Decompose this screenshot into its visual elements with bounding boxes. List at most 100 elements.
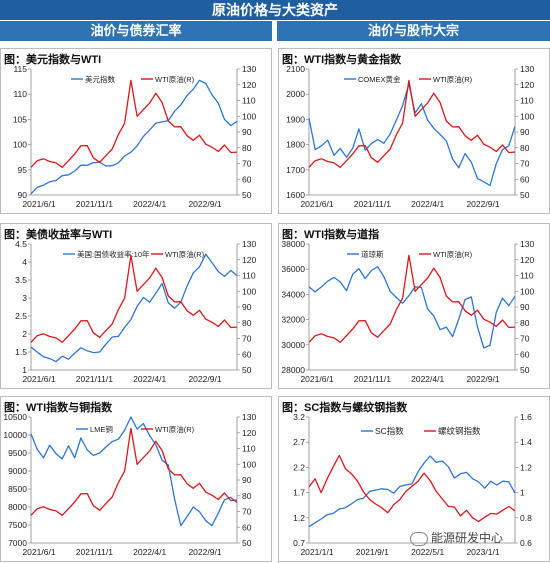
right-tick-label: 120: [242, 80, 256, 90]
x-tick-label: 2022/9/1: [466, 374, 499, 384]
left-tick-label: 32000: [281, 315, 305, 325]
series-line-primary: [308, 266, 516, 349]
left-tick-label: 115: [13, 64, 27, 74]
x-tick-label: 2021/11/1: [354, 374, 391, 384]
series-line-secondary: [30, 79, 238, 168]
watermark: 能源研发中心: [410, 529, 503, 546]
x-tick-label: 2021/11/1: [76, 547, 113, 557]
right-tick-label: 50: [242, 190, 252, 200]
right-tick-label: 1.4: [520, 437, 532, 447]
x-tick-label: 2021/11/1: [354, 199, 391, 209]
right-tick-label: 90: [242, 475, 252, 485]
legend-label: LME铜: [90, 424, 113, 434]
left-tick-label: 105: [13, 114, 27, 124]
left-tick-label: 2.2: [293, 462, 305, 472]
chart-svg: 0.7 1.2 1.7 2.2 2.7 3.2 0.6 0.8 1 1.2 1.4 1.6 2021/1…: [293, 412, 532, 557]
right-tick-label: 70: [242, 507, 252, 517]
legend-label: 美国:国债收益率:10年: [77, 249, 150, 259]
left-tick-label: 3: [22, 293, 27, 303]
x-tick-label: 2021/6/1: [300, 199, 333, 209]
left-tick-label: 4.5: [15, 239, 27, 249]
chart-title: 图：SC指数与螺纹钢指数: [282, 402, 408, 414]
right-tick-label: 0.6: [520, 538, 532, 548]
left-tick-label: 3.5: [15, 275, 27, 285]
x-tick-label: 2023/1/1: [466, 547, 499, 557]
chart-svg: 90 95 100 105 110 115 50 60 70 80 90 100 110 120 130 20…: [13, 64, 257, 209]
left-tick-label: 9000: [8, 466, 27, 476]
right-tick-label: 110: [520, 96, 534, 106]
x-tick-label: 2021/6/1: [22, 199, 55, 209]
right-tick-label: 50: [242, 538, 252, 548]
right-tick-label: 80: [520, 143, 530, 153]
left-tick-label: 2: [22, 329, 27, 339]
x-tick-label: 2022/9/1: [188, 374, 221, 384]
chart-title: 图：美债收益率与WTI: [4, 229, 113, 241]
right-tick-label: 50: [242, 365, 252, 375]
left-tick-label: 8000: [8, 502, 27, 512]
left-tick-label: 1600: [286, 190, 305, 200]
right-tick-label: 70: [242, 159, 252, 169]
chart-title: 图：WTI指数与铜指数: [4, 402, 113, 414]
x-tick-label: 2022/4/1: [411, 199, 444, 209]
x-tick-label: 2022/4/1: [133, 547, 166, 557]
wechat-icon: [410, 531, 428, 546]
left-tick-label: 1.2: [293, 513, 305, 523]
right-tick-label: 70: [242, 334, 252, 344]
legend-label: 道琼斯: [361, 249, 384, 259]
chart-title: 图：WTI指数与黄金指数: [282, 54, 402, 66]
right-tick-label: 120: [520, 80, 534, 90]
x-tick-label: 2021/11/1: [76, 199, 113, 209]
left-tick-label: 0.7: [293, 538, 305, 548]
right-tick-label: 100: [520, 111, 534, 121]
right-tick-label: 60: [520, 349, 530, 359]
left-tick-label: 3.2: [293, 412, 305, 422]
watermark-text: 能源研发中心: [431, 531, 504, 545]
legend-label: WTI原油(R): [155, 424, 195, 434]
right-tick-label: 100: [242, 286, 256, 296]
x-tick-label: 2021/6/1: [300, 374, 333, 384]
chart-title: 图：美元指数与WTI: [4, 54, 102, 66]
series-line-secondary: [30, 427, 238, 516]
right-tick-label: 110: [520, 271, 534, 281]
right-tick-label: 80: [242, 318, 252, 328]
right-tick-label: 80: [242, 491, 252, 501]
right-tick-label: 100: [242, 111, 256, 121]
series-line-primary: [30, 416, 238, 527]
right-tick-label: 60: [520, 174, 530, 184]
right-tick-label: 120: [520, 255, 534, 265]
right-tick-label: 110: [242, 96, 256, 106]
left-tick-label: 90: [18, 190, 28, 200]
right-tick-label: 120: [242, 255, 256, 265]
right-tick-label: 0.8: [520, 513, 532, 523]
chart-panel-ust-wti: 图：美债收益率与WTI 1 1.5 2 2.5 3 3.5 4 4.5 50 60 70 80 90 10…: [0, 223, 272, 389]
legend-label: 螺纹钢指数: [438, 426, 481, 436]
right-tick-label: 70: [520, 334, 530, 344]
left-tick-label: 4: [22, 257, 27, 267]
chart-panel-sc-rebar: 图：SC指数与螺纹钢指数 0.7 1.2 1.7 2.2 2.7 3.2 0.6 0.8 1 1.…: [278, 396, 550, 562]
x-tick-label: 2021/6/1: [22, 547, 55, 557]
left-tick-label: 110: [13, 89, 27, 99]
right-tick-label: 60: [242, 349, 252, 359]
series-line-secondary: [30, 254, 238, 343]
left-tick-label: 7500: [8, 520, 27, 530]
x-tick-label: 2022/4/1: [133, 199, 166, 209]
chart-svg: 1600 1700 1800 1900 2000 2100 50 60 70 80 90 100 110…: [286, 64, 534, 209]
right-tick-label: 70: [520, 159, 530, 169]
right-tick-label: 1: [520, 488, 525, 498]
legend-label: WTI原油(R): [155, 74, 195, 84]
left-tick-label: 38000: [281, 239, 305, 249]
right-tick-label: 90: [242, 302, 252, 312]
chart-svg: 7000 7500 8000 8500 9000 9500 10000 10500 50 60 70…: [3, 412, 256, 557]
right-tick-label: 60: [242, 174, 252, 184]
x-tick-label: 2022/9/1: [188, 199, 221, 209]
right-tick-label: 1.2: [520, 462, 532, 472]
x-tick-label: 2022/9/1: [466, 199, 499, 209]
right-tick-label: 130: [242, 239, 256, 249]
right-tick-label: 90: [520, 302, 530, 312]
legend-label: 美元指数: [85, 74, 115, 84]
x-tick-label: 2022/5/1: [411, 547, 444, 557]
left-section-header: 油价与债券汇率: [0, 21, 272, 41]
right-tick-label: 90: [520, 127, 530, 137]
right-tick-label: 130: [520, 64, 534, 74]
right-tick-label: 110: [242, 444, 256, 454]
